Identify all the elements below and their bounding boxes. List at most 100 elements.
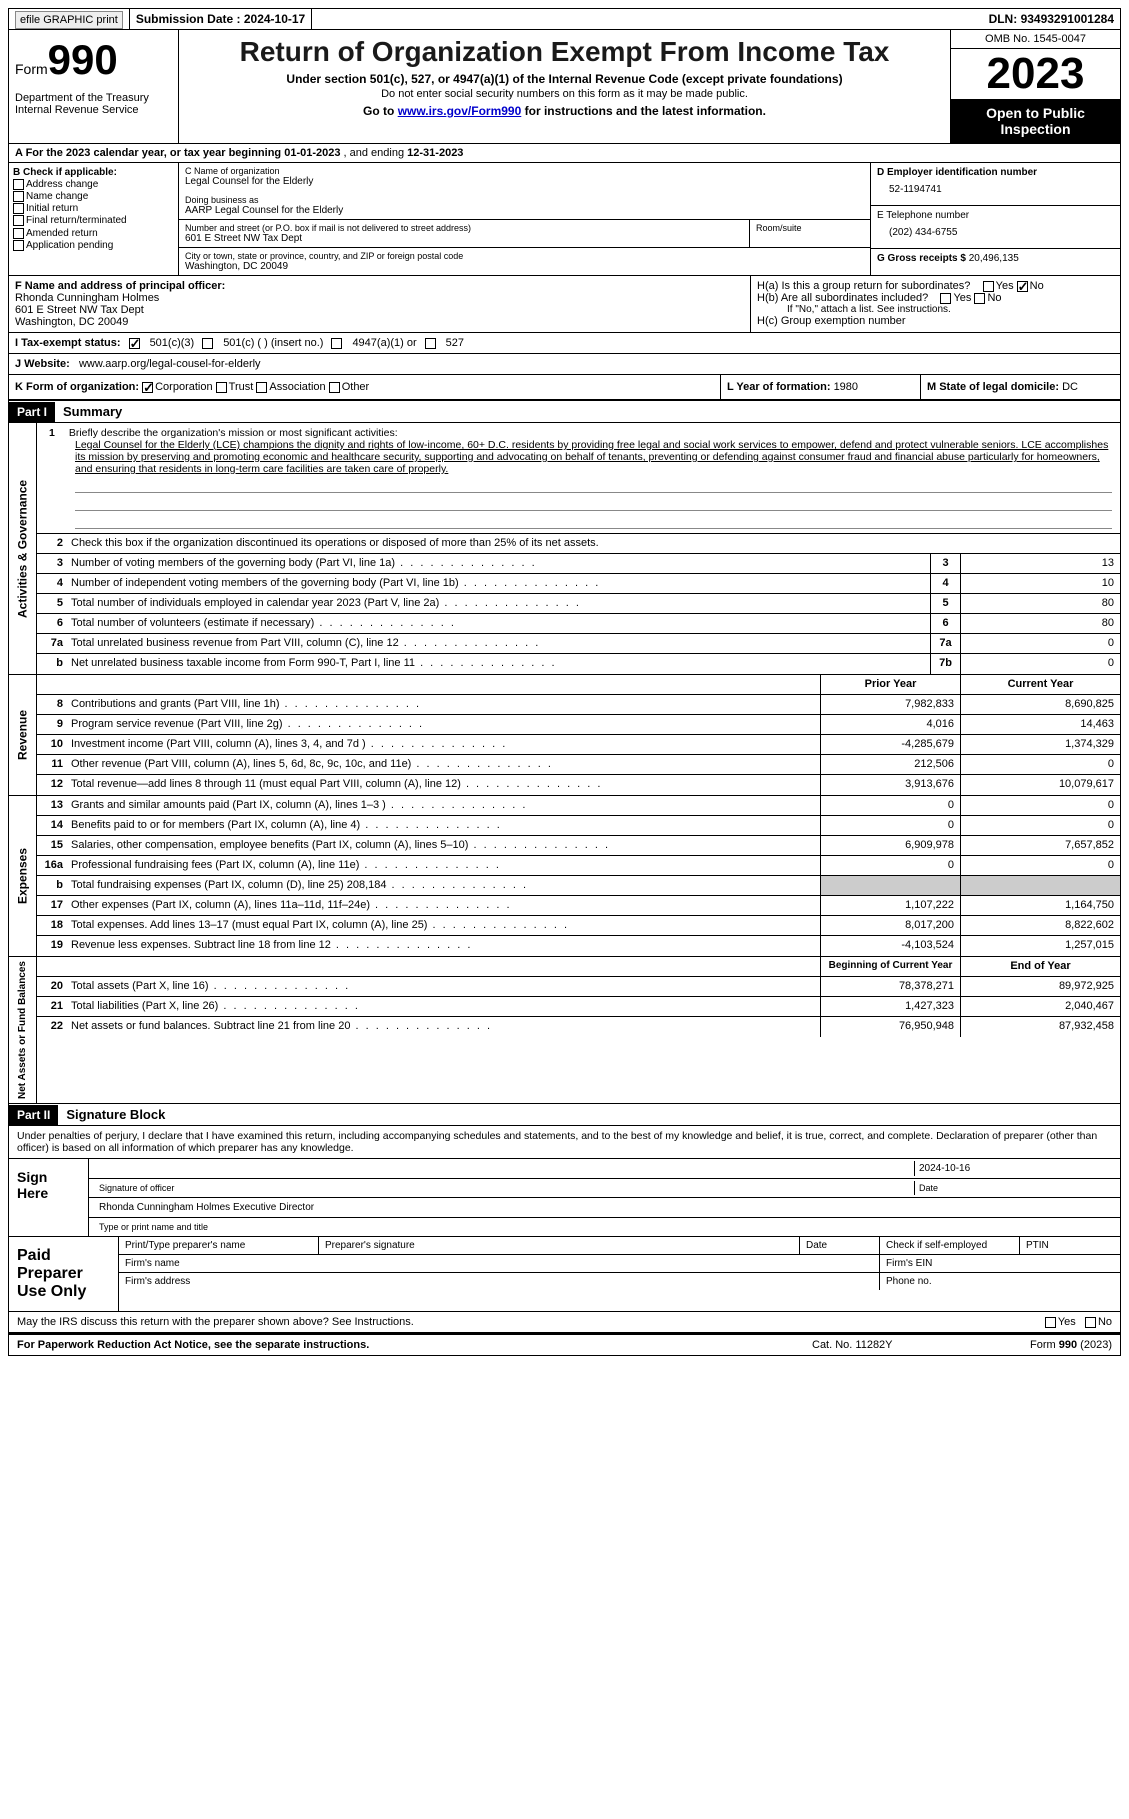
org-form-label: K Form of organization: (15, 381, 139, 393)
checkbox-icon[interactable] (13, 228, 24, 239)
summary-line: 18Total expenses. Add lines 13–17 (must … (37, 916, 1120, 936)
summary-line: 19Revenue less expenses. Subtract line 1… (37, 936, 1120, 956)
opt-trust: Trust (229, 381, 254, 393)
chk-name: Name change (13, 191, 174, 202)
chk-label: Final return/terminated (26, 216, 127, 227)
form-prefix: Form (15, 61, 48, 77)
dln-cell: DLN: 93493291001284 (983, 9, 1120, 29)
summary-line: 6Total number of volunteers (estimate if… (37, 614, 1120, 634)
year-form-value: 1980 (834, 381, 858, 393)
summary-expenses: Expenses 13Grants and similar amounts pa… (8, 796, 1121, 957)
paid-prep-row: Paid Preparer Use Only Print/Type prepar… (9, 1236, 1120, 1311)
checkbox-icon[interactable] (216, 382, 227, 393)
part2-header-row: Part II Signature Block (8, 1104, 1121, 1126)
section-j: J Website: www.aarp.org/legal-cousel-for… (8, 354, 1121, 375)
form-footer: Form 990 (2023) (972, 1339, 1112, 1351)
submission-date: 2024-10-17 (244, 12, 305, 26)
officer-city: Washington, DC 20049 (15, 316, 128, 328)
ha-label: H(a) Is this a group return for subordin… (757, 280, 970, 292)
opt-4947: 4947(a)(1) or (352, 337, 416, 349)
checkbox-icon[interactable] (331, 338, 342, 349)
checkbox-icon[interactable] (983, 281, 994, 292)
checkbox-icon[interactable] (1045, 1317, 1056, 1328)
inspection-label: Open to Public Inspection (951, 99, 1120, 143)
opt-527: 527 (446, 337, 464, 349)
chk-amended: Amended return (13, 228, 174, 239)
org-name-row: C Name of organization Legal Counsel for… (179, 163, 870, 220)
goto-prefix: Go to (363, 104, 398, 118)
checkbox-icon[interactable] (425, 338, 436, 349)
checkbox-checked-icon[interactable] (1017, 281, 1028, 292)
checkbox-icon[interactable] (13, 179, 24, 190)
chk-label: Address change (26, 179, 98, 190)
form-990-page: efile GRAPHIC print Submission Date : 20… (0, 0, 1129, 1364)
end-year-header: End of Year (960, 957, 1120, 976)
checkbox-icon[interactable] (329, 382, 340, 393)
section-k: K Form of organization: Corporation Trus… (8, 375, 1121, 400)
checkbox-icon[interactable] (13, 215, 24, 226)
ein-row: D Employer identification number 52-1194… (871, 163, 1120, 206)
officer-label: F Name and address of principal officer: (15, 280, 225, 292)
domicile-value: DC (1062, 381, 1078, 393)
current-year-header: Current Year (960, 675, 1120, 694)
subtitle-2: Do not enter social security numbers on … (189, 88, 940, 100)
dln-value: 93493291001284 (1021, 12, 1114, 26)
firm-phone-label: Phone no. (880, 1273, 1120, 1290)
part1-title: Summary (55, 401, 130, 422)
sign-here-label: Sign Here (9, 1159, 89, 1236)
chk-label: Name change (26, 191, 88, 202)
name-label: C Name of organization (185, 166, 864, 176)
checkbox-icon[interactable] (13, 203, 24, 214)
org-form-cell: K Form of organization: Corporation Trus… (9, 375, 720, 399)
dba-label: Doing business as (185, 195, 864, 205)
website-url: www.aarp.org/legal-cousel-for-elderly (79, 358, 261, 370)
prep-date-label: Date (800, 1237, 880, 1254)
checkbox-checked-icon[interactable] (142, 382, 153, 393)
phone-value: (202) 434-6755 (877, 221, 1114, 244)
year-cell: OMB No. 1545-0047 2023 Open to Public In… (950, 30, 1120, 143)
year-end: 12-31-2023 (407, 147, 463, 159)
summary-line: bTotal fundraising expenses (Part IX, co… (37, 876, 1120, 896)
sig-name-label: Type or print name and title (95, 1220, 212, 1234)
year-begin: 01-01-2023 (284, 147, 340, 159)
q1-text: Briefly describe the organization's miss… (69, 427, 398, 439)
year-formation-cell: L Year of formation: 1980 (720, 375, 920, 399)
blank-line (75, 515, 1112, 529)
summary-line: 20Total assets (Part X, line 16)78,378,2… (37, 977, 1120, 997)
ptin-label: PTIN (1020, 1237, 1120, 1254)
summary-line: 17Other expenses (Part IX, column (A), l… (37, 896, 1120, 916)
chk-initial: Initial return (13, 203, 174, 214)
street-row: Number and street (or P.O. box if mail i… (179, 220, 870, 248)
begin-year-header: Beginning of Current Year (820, 957, 960, 976)
website-label: J Website: (15, 358, 70, 370)
q2-text: Check this box if the organization disco… (71, 537, 599, 549)
section-f-h: F Name and address of principal officer:… (8, 276, 1121, 333)
summary-line: 14Benefits paid to or for members (Part … (37, 816, 1120, 836)
checkbox-icon[interactable] (1085, 1317, 1096, 1328)
discuss-text: May the IRS discuss this return with the… (17, 1316, 1045, 1328)
efile-print-button[interactable]: efile GRAPHIC print (15, 11, 123, 29)
checkbox-icon[interactable] (974, 293, 985, 304)
officer-name: Rhonda Cunningham Holmes (15, 292, 159, 304)
sig-fields: 2024-10-16 Signature of officerDate Rhon… (89, 1159, 1120, 1236)
checkbox-icon[interactable] (13, 191, 24, 202)
summary-line: 12Total revenue—add lines 8 through 11 (… (37, 775, 1120, 795)
checkbox-icon[interactable] (940, 293, 951, 304)
year-form-label: L Year of formation: (727, 381, 834, 393)
declaration-text: Under penalties of perjury, I declare th… (9, 1126, 1120, 1158)
checkbox-checked-icon[interactable] (129, 338, 140, 349)
omb-number: OMB No. 1545-0047 (951, 30, 1120, 49)
form-number: 990 (48, 36, 118, 83)
summary-line: 7aTotal unrelated business revenue from … (37, 634, 1120, 654)
city-value: Washington, DC 20049 (185, 261, 864, 272)
goto-suffix: for instructions and the latest informat… (521, 104, 766, 118)
vtab-netassets: Net Assets or Fund Balances (9, 957, 37, 1103)
checkbox-icon[interactable] (13, 240, 24, 251)
checkbox-icon[interactable] (256, 382, 267, 393)
summary-line: 5Total number of individuals employed in… (37, 594, 1120, 614)
hb-note: If "No," attach a list. See instructions… (757, 304, 1114, 315)
summary-line: 15Salaries, other compensation, employee… (37, 836, 1120, 856)
dept-label: Department of the Treasury Internal Reve… (15, 92, 172, 116)
checkbox-icon[interactable] (202, 338, 213, 349)
irs-link[interactable]: www.irs.gov/Form990 (398, 104, 522, 118)
